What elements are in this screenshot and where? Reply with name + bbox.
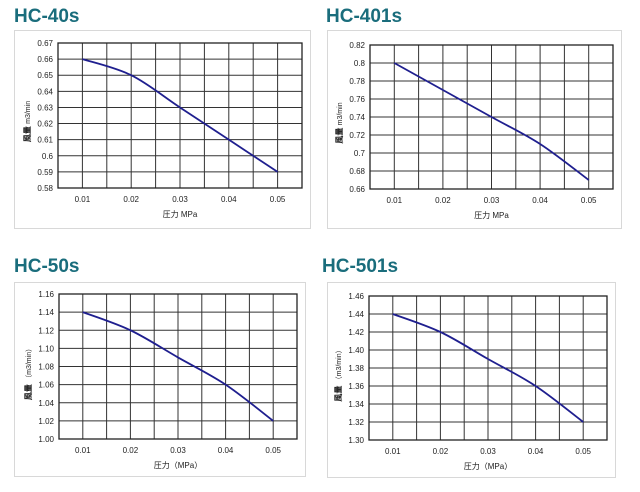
y-axis-label-main: 風量 (333, 383, 343, 401)
y-tick-label: 1.40 (348, 346, 364, 355)
y-tick-label: 1.42 (348, 328, 364, 337)
plot-area (57, 42, 303, 189)
y-tick-label: 0.61 (37, 136, 53, 145)
x-tick-label: 0.02 (123, 446, 139, 455)
x-tick-label: 0.01 (387, 196, 403, 205)
y-tick-label: 0.76 (349, 95, 365, 104)
y-tick-label: 1.36 (348, 382, 364, 391)
x-axis-label: 圧力 MPa (474, 210, 509, 220)
y-axis-label-unit: m3/min (337, 102, 344, 125)
y-tick-label: 0.68 (349, 167, 365, 176)
x-tick-label: 0.03 (170, 446, 186, 455)
x-tick-label: 0.01 (385, 447, 401, 456)
y-tick-label: 0.82 (349, 41, 365, 50)
y-axis-label-main: 風量 (334, 125, 344, 143)
y-axis-label-main: 風量 (23, 382, 33, 400)
y-axis-label-unit: （m3/min） (335, 346, 343, 383)
chart-panel (14, 30, 311, 229)
y-tick-label: 1.46 (348, 292, 364, 301)
x-tick-label: 0.03 (484, 196, 500, 205)
y-tick-label: 1.44 (348, 310, 364, 319)
x-tick-label: 0.05 (270, 195, 286, 204)
y-axis-label-main: 風量 (22, 124, 32, 142)
y-tick-label: 0.64 (37, 87, 53, 96)
y-tick-label: 0.78 (349, 77, 365, 86)
plot-area (368, 295, 608, 441)
x-tick-label: 0.03 (172, 195, 188, 204)
y-axis-label: 風量 m3/min (334, 102, 344, 143)
x-tick-label: 0.02 (123, 195, 139, 204)
y-tick-label: 0.63 (37, 103, 53, 112)
chart-1: 0.66 0.68 0.7 0.72 0.74 0.76 0.78 0.8 0.82 0.01 0.… (334, 41, 614, 220)
x-tick-label: 0.04 (221, 195, 237, 204)
y-tick-label: 1.00 (38, 435, 54, 444)
y-axis-label: 風量 m3/min (22, 101, 32, 142)
x-tick-label: 0.05 (265, 446, 281, 455)
y-tick-label: 0.65 (37, 71, 53, 80)
x-tick-label: 0.01 (75, 195, 91, 204)
x-tick-label: 0.04 (218, 446, 234, 455)
x-tick-label: 0.03 (480, 447, 496, 456)
y-tick-label: 1.08 (38, 363, 54, 372)
x-tick-label: 0.05 (581, 196, 597, 205)
x-axis-label: 圧力（MPa） (464, 461, 512, 471)
y-tick-label: 1.02 (38, 417, 54, 426)
y-tick-label: 0.72 (349, 131, 365, 140)
y-tick-label: 1.10 (38, 344, 54, 353)
x-axis-label: 圧力 MPa (163, 209, 198, 219)
chart-title: HC-50s (14, 256, 80, 277)
x-tick-label: 0.02 (433, 447, 449, 456)
y-tick-label: 0.58 (37, 184, 53, 193)
y-axis-label: 風量 （m3/min） (23, 345, 33, 400)
plot-area (58, 293, 298, 440)
y-tick-label: 1.34 (348, 400, 364, 409)
y-tick-label: 0.74 (349, 113, 365, 122)
chart-panel (327, 282, 616, 478)
x-tick-label: 0.05 (575, 447, 591, 456)
y-tick-label: 1.38 (348, 364, 364, 373)
y-tick-label: 1.12 (38, 326, 54, 335)
y-tick-label: 0.7 (354, 149, 366, 158)
x-axis-label: 圧力（MPa） (154, 460, 202, 470)
y-axis-label: 風量 （m3/min） (333, 346, 343, 401)
y-tick-label: 0.66 (349, 185, 365, 194)
x-tick-label: 0.04 (528, 447, 544, 456)
chart-0: 0.58 0.59 0.6 0.61 0.62 0.63 0.64 0.65 0.66 0.67 0… (22, 39, 303, 219)
y-tick-label: 1.04 (38, 399, 54, 408)
chart-2: 1.00 1.02 1.04 1.06 1.08 1.10 1.12 1.14 1.16 0.01… (23, 290, 298, 470)
chart-title: HC-501s (322, 256, 399, 277)
y-tick-label: 1.14 (38, 308, 54, 317)
chart-title: HC-40s (14, 6, 80, 27)
y-tick-label: 0.67 (37, 39, 53, 48)
x-tick-label: 0.01 (75, 446, 91, 455)
y-tick-label: 0.8 (354, 59, 366, 68)
y-tick-label: 0.59 (37, 168, 53, 177)
y-tick-label: 1.16 (38, 290, 54, 299)
y-tick-label: 1.32 (348, 418, 364, 427)
y-axis-label-unit: （m3/min） (25, 345, 33, 382)
chart-title: HC-401s (326, 6, 403, 27)
plot-area (369, 44, 614, 190)
chart-3: 1.30 1.32 1.34 1.36 1.38 1.40 1.42 1.44 1.46 0.01… (333, 292, 608, 471)
y-tick-label: 0.6 (42, 152, 54, 161)
chart-panel (14, 282, 306, 477)
y-axis-label-unit: m3/min (25, 101, 32, 124)
y-tick-label: 1.30 (348, 436, 364, 445)
y-tick-label: 0.66 (37, 55, 53, 64)
y-tick-label: 1.06 (38, 381, 54, 390)
x-tick-label: 0.02 (435, 196, 451, 205)
x-tick-label: 0.04 (532, 196, 548, 205)
y-tick-label: 0.62 (37, 120, 53, 129)
